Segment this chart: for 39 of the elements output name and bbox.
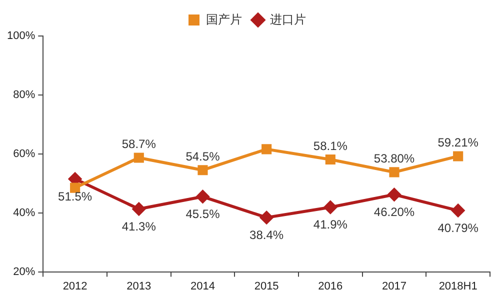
point [262,144,272,154]
legend-label: 进口片 [270,12,306,26]
x-tick-label: 2013 [126,280,152,292]
x-tick-label: 2015 [254,280,279,292]
data-label: 53.80% [374,151,415,166]
point [453,151,464,162]
data-label: 54.5% [186,149,220,164]
y-tick-label: 40% [13,206,36,219]
data-label: 38.4% [250,228,284,242]
data-label: 59.21% [438,136,479,150]
y-tick-label: 80% [13,88,36,101]
data-label: 58.1% [313,138,348,153]
point [324,200,337,214]
point [134,152,144,163]
data-label: 58.7% [122,137,156,152]
point [260,211,274,224]
point [389,167,400,178]
x-tick-label: 2017 [382,280,406,292]
point [196,190,210,204]
point [198,165,208,176]
data-label: 40.79% [438,220,479,235]
data-label: 41.3% [122,219,156,234]
point [70,182,80,193]
y-tick-label: 100% [6,30,36,42]
x-tick-label: 2016 [318,280,343,292]
x-tick-label: 2014 [190,280,215,292]
data-label: 45.5% [186,206,220,221]
data-label: 41.9% [313,218,348,232]
data-label: 46.20% [374,204,415,219]
x-tick-label: 2012 [62,280,88,292]
point [325,154,336,165]
point [132,202,146,216]
legend-label: 国产片 [206,12,242,26]
data-label: 51.5% [58,189,92,204]
point [388,188,401,202]
y-tick-label: 20% [13,266,36,278]
x-tick-label: 2018H1 [438,280,478,292]
point [452,204,465,218]
y-tick-label: 60% [13,148,36,160]
